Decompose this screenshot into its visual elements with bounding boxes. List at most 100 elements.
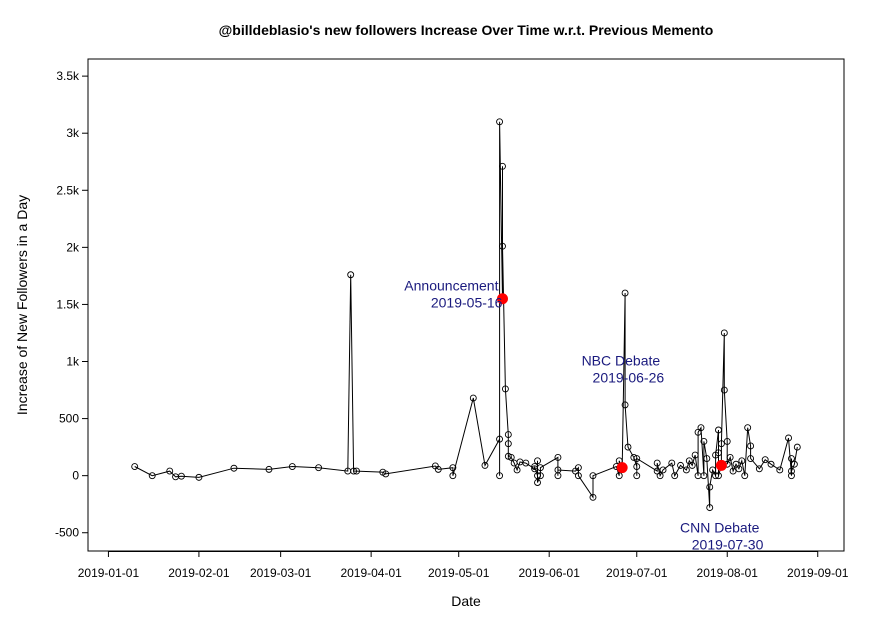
data-point	[633, 463, 641, 470]
data-point	[166, 467, 174, 475]
data-point	[513, 466, 521, 474]
data-point	[195, 473, 203, 481]
annotation-event: Announcement	[404, 278, 498, 294]
data-point	[534, 472, 541, 480]
data-point	[720, 329, 728, 337]
x-axis: 2019-01-01 2019-02-01 2019-03-01 2019-04-01…	[78, 551, 849, 580]
data-point	[735, 465, 743, 473]
y-tick-label: 3k	[66, 126, 80, 140]
highlight-point	[616, 462, 628, 474]
data-point	[677, 461, 684, 469]
x-tick-label: 2019-03-01	[250, 566, 312, 580]
data-point	[350, 467, 358, 475]
data-point	[715, 449, 722, 457]
data-point	[726, 453, 734, 461]
data-point	[691, 451, 699, 459]
y-axis-label: Increase of New Followers in a Day	[14, 195, 30, 415]
highlight-point	[715, 459, 727, 471]
data-point	[729, 467, 737, 475]
data-point	[589, 493, 597, 501]
data-point	[723, 437, 731, 445]
data-point	[574, 464, 582, 472]
data-point	[481, 461, 489, 469]
data-point	[589, 472, 597, 480]
data-point	[790, 460, 798, 468]
data-point	[382, 470, 390, 478]
data-point	[744, 424, 752, 432]
x-tick-label: 2019-09-01	[787, 566, 849, 580]
y-tick-label: -500	[55, 526, 79, 540]
y-tick-label: 3.5k	[56, 69, 80, 83]
data-point	[755, 465, 763, 473]
x-tick-label: 2019-08-01	[697, 566, 759, 580]
y-axis: -500 0 500 1k 1.5k 2k 2.5k 3k 3.5k	[55, 69, 88, 540]
chart-title: @billdeblasio's new followers Increase O…	[219, 22, 714, 38]
data-point	[536, 464, 544, 472]
data-point	[507, 453, 515, 461]
y-tick-label: 1.5k	[56, 297, 80, 311]
data-point	[793, 443, 801, 451]
data-point	[496, 435, 504, 443]
data-point	[353, 467, 360, 475]
data-point	[703, 455, 711, 462]
data-point	[434, 465, 442, 473]
data-point	[496, 118, 504, 126]
data-point	[574, 472, 582, 480]
data-point	[682, 466, 690, 474]
data-point	[741, 472, 749, 480]
x-tick-label: 2019-06-01	[518, 566, 580, 580]
data-point	[496, 472, 504, 480]
data-point	[700, 437, 708, 445]
data-point	[653, 459, 661, 467]
x-tick-label: 2019-01-01	[78, 566, 140, 580]
data-point	[347, 271, 355, 279]
data-point	[633, 472, 641, 480]
data-point	[288, 463, 296, 470]
x-tick-label: 2019-05-01	[428, 566, 490, 580]
data-point	[501, 385, 509, 393]
data-point	[522, 459, 530, 467]
data-point	[633, 455, 641, 462]
data-point	[788, 467, 795, 475]
data-point	[671, 472, 679, 480]
data-point	[621, 401, 629, 409]
data-point	[315, 464, 323, 472]
data-point	[700, 472, 708, 480]
x-axis-label: Date	[451, 593, 481, 609]
data-point	[469, 394, 477, 402]
data-point	[504, 452, 512, 460]
data-point	[630, 453, 638, 461]
y-tick-label: 2.5k	[56, 183, 80, 197]
data-point	[776, 466, 784, 474]
data-point	[449, 472, 457, 480]
x-tick-label: 2019-02-01	[168, 566, 230, 580]
data-point	[621, 289, 629, 297]
data-point	[709, 466, 717, 474]
data-point	[624, 443, 632, 451]
data-points	[131, 118, 801, 512]
data-point	[706, 483, 714, 491]
data-point	[712, 472, 720, 480]
data-point	[148, 472, 156, 480]
data-point	[534, 457, 541, 465]
data-point	[656, 472, 664, 480]
data-point	[536, 472, 544, 480]
data-point	[761, 456, 769, 464]
data-point	[767, 460, 775, 468]
y-tick-label: 0	[72, 469, 79, 483]
data-point	[177, 472, 185, 480]
x-tick-label: 2019-04-01	[340, 566, 402, 580]
y-tick-label: 2k	[66, 240, 80, 254]
data-point	[747, 455, 755, 462]
data-point	[720, 386, 728, 394]
series-line	[134, 121, 798, 508]
data-point	[788, 472, 795, 480]
data-point	[717, 440, 725, 448]
data-point	[715, 426, 722, 434]
data-point	[715, 472, 722, 480]
data-point	[785, 434, 792, 442]
data-point	[449, 464, 457, 472]
data-point	[504, 431, 512, 439]
